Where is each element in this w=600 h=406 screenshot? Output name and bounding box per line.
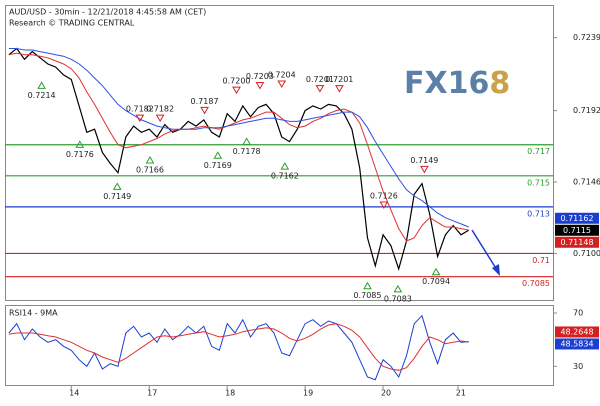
price-tag <box>555 212 599 224</box>
trough-marker <box>431 267 441 276</box>
x-tick-label: 20 <box>381 389 391 398</box>
price-panel <box>5 5 554 301</box>
peak-marker <box>379 201 389 210</box>
chart-title: AUD/USD - 30min - 12/21/2018 4:45:58 AM … <box>9 8 206 17</box>
peak-marker <box>277 80 287 88</box>
price-tag-label: 48.5834 <box>560 339 593 348</box>
peak-label: 0.7203 <box>246 72 274 81</box>
peak-label: 0.7182 <box>146 105 174 114</box>
rsi-title: RSI14 - 9MA <box>9 309 58 318</box>
price-tag-label: 0.71148 <box>560 238 593 247</box>
series-line <box>8 48 469 228</box>
peak-label: 0.7201 <box>325 75 353 84</box>
price-tag <box>555 224 599 236</box>
price-tag <box>555 326 599 338</box>
trough-marker <box>75 140 85 148</box>
peak-label: 0.7182 <box>126 105 154 114</box>
peak-label: 0.7204 <box>268 70 296 79</box>
price-tag-label: 48.2648 <box>560 327 593 336</box>
price-tag-label: 0.7115 <box>563 226 591 235</box>
trough-label: 0.7094 <box>422 277 450 286</box>
trough-marker <box>393 284 403 293</box>
logo: FX168 <box>404 66 510 101</box>
trough-marker <box>242 137 252 145</box>
trough-label: 0.7085 <box>353 291 381 300</box>
trough-marker <box>363 281 372 290</box>
level-label: 0.71 <box>532 256 550 265</box>
rsi-panel <box>5 305 554 386</box>
y-tick-label: 70 <box>573 309 583 318</box>
peak-marker <box>315 85 325 93</box>
peak-label: 0.7200 <box>223 77 251 86</box>
trough-label: 0.7149 <box>103 192 131 201</box>
price-tag-label: 0.71162 <box>560 214 593 223</box>
x-tick-label: 21 <box>456 389 466 398</box>
trough-marker <box>213 151 223 159</box>
level-label: 0.717 <box>527 147 550 156</box>
x-tick-label: 19 <box>303 389 313 398</box>
trough-label: 0.7176 <box>66 150 94 159</box>
level-label: 0.713 <box>527 209 550 218</box>
level-label: 0.715 <box>527 178 550 187</box>
x-tick-label: 17 <box>147 389 157 398</box>
trough-label: 0.7178 <box>233 147 261 156</box>
level-label: 0.7085 <box>522 279 550 288</box>
trough-label: 0.7162 <box>271 172 299 181</box>
peak-marker <box>335 85 344 93</box>
y-tick-label: 0.7146 <box>573 178 600 187</box>
series-line <box>8 52 469 242</box>
x-tick-label: 14 <box>69 389 79 398</box>
peak-marker <box>232 86 241 95</box>
series-line <box>8 314 469 381</box>
peak-label: 0.7126 <box>370 192 398 201</box>
y-tick-label: 30 <box>573 362 583 371</box>
logo-main: FX16 <box>404 66 489 101</box>
logo-accent: 8 <box>489 66 510 101</box>
peak-label: 0.7149 <box>410 156 438 165</box>
peak-label: 0.7187 <box>191 97 219 106</box>
series-line <box>8 47 470 271</box>
forecast-arrowhead <box>492 264 500 276</box>
plot: 0.72390.71920.71460.71000.7170.7150.7130… <box>5 33 600 398</box>
trough-label: 0.7214 <box>28 91 56 100</box>
y-tick-label: 0.7100 <box>573 249 600 258</box>
peak-marker <box>200 106 209 115</box>
peak-marker <box>155 114 165 123</box>
chart-subtitle: Research © TRADING CENTRAL <box>9 19 135 28</box>
peak-marker <box>420 165 429 174</box>
forecast-arrow <box>471 229 498 271</box>
trough-marker <box>145 155 155 164</box>
series-line <box>8 323 469 371</box>
trough-label: 0.7166 <box>136 165 164 174</box>
peak-marker <box>135 114 145 123</box>
trough-marker <box>37 81 47 89</box>
price-tag <box>555 338 599 350</box>
x-tick-label: 18 <box>225 389 235 398</box>
y-tick-label: 0.7192 <box>573 106 600 115</box>
peak-marker <box>255 82 265 90</box>
trough-label: 0.7083 <box>384 294 412 303</box>
price-tag <box>555 236 599 248</box>
peak-label: 0.7201 <box>306 75 334 84</box>
trough-label: 0.7169 <box>204 161 232 170</box>
y-tick-label: 0.7239 <box>573 33 600 42</box>
trough-marker <box>280 162 290 170</box>
trough-marker <box>112 182 122 190</box>
